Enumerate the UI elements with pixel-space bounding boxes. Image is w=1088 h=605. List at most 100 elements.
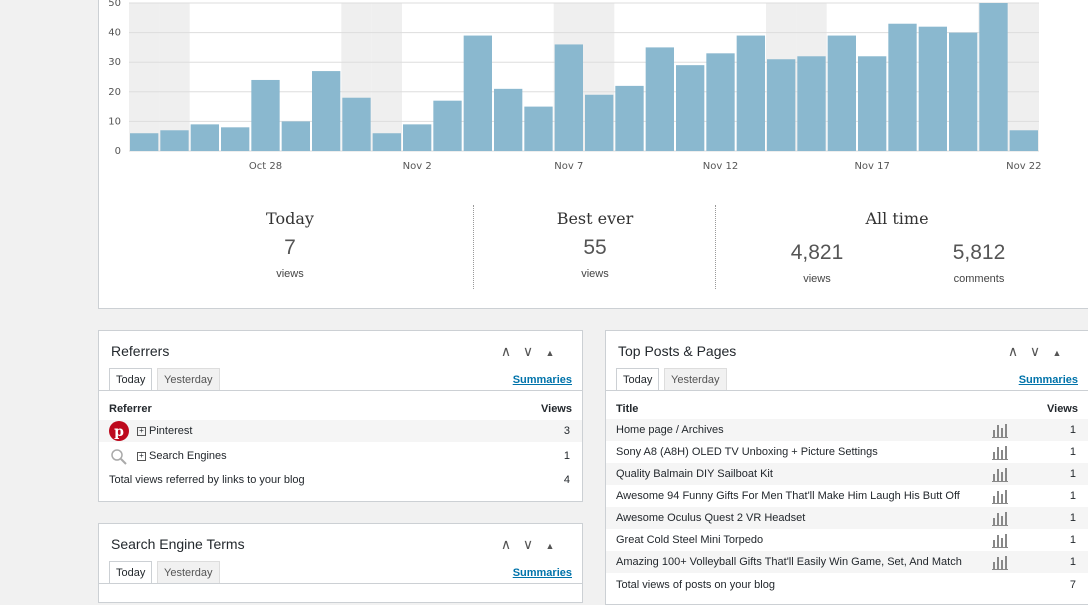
stat-best-unit: views bbox=[581, 268, 609, 280]
table-row[interactable]: Home page / Archives 1 bbox=[606, 419, 1088, 441]
chart-bar bbox=[372, 133, 401, 151]
post-title-link[interactable]: Great Cold Steel Mini Torpedo bbox=[616, 534, 764, 546]
chart-bar bbox=[251, 79, 280, 151]
x-tick-label: Nov 12 bbox=[703, 161, 738, 172]
move-down-icon[interactable]: ∨ bbox=[522, 536, 534, 552]
move-up-icon[interactable]: ∧ bbox=[500, 343, 512, 359]
total-posts-value: 7 bbox=[1069, 579, 1076, 591]
stat-alltime-title: All time bbox=[865, 209, 929, 228]
tab-divider bbox=[99, 583, 582, 584]
x-tick-label: Oct 28 bbox=[249, 161, 282, 172]
tab-yesterday[interactable]: Yesterday bbox=[157, 561, 220, 583]
chart-bar bbox=[221, 127, 250, 151]
bar-chart-icon[interactable] bbox=[992, 532, 1008, 548]
column-header-title: Title bbox=[616, 403, 639, 415]
post-views: 1 bbox=[1069, 512, 1076, 524]
table-row[interactable]: p + Pinterest 3 bbox=[99, 420, 582, 442]
post-views: 1 bbox=[1069, 534, 1076, 546]
chart-bar bbox=[1009, 130, 1038, 151]
chart-bar bbox=[342, 97, 371, 151]
tab-today[interactable]: Today bbox=[109, 561, 153, 583]
stat-alltime-views: 4,821 views bbox=[767, 241, 867, 285]
y-tick-label: 40 bbox=[108, 28, 121, 39]
post-views: 1 bbox=[1069, 446, 1076, 458]
bar-chart-icon[interactable] bbox=[992, 554, 1008, 570]
collapse-toggle-icon[interactable]: ▲ bbox=[1052, 348, 1062, 358]
total-posts-label: Total views of posts on your blog bbox=[616, 579, 775, 591]
stat-today-value: 7 bbox=[284, 236, 296, 259]
table-row[interactable]: Great Cold Steel Mini Torpedo 1 bbox=[606, 529, 1088, 551]
post-title-link[interactable]: Amazing 100+ Volleyball Gifts That'll Ea… bbox=[616, 556, 962, 568]
weekend-band bbox=[1008, 3, 1039, 151]
chart-bar bbox=[918, 26, 947, 151]
bar-chart-icon[interactable] bbox=[992, 488, 1008, 504]
tab-today[interactable]: Today bbox=[109, 368, 153, 390]
tab-yesterday[interactable]: Yesterday bbox=[157, 368, 220, 390]
referrers-title: Referrers bbox=[111, 343, 170, 359]
chart-bar bbox=[615, 85, 644, 151]
collapse-toggle-icon[interactable]: ▲ bbox=[545, 541, 555, 551]
move-down-icon[interactable]: ∨ bbox=[522, 343, 534, 359]
table-row[interactable]: Awesome Oculus Quest 2 VR Headset 1 bbox=[606, 507, 1088, 529]
move-up-icon[interactable]: ∧ bbox=[500, 536, 512, 552]
referrer-label: + Search Engines bbox=[137, 450, 227, 462]
weekend-band bbox=[129, 3, 160, 151]
search-terms-title: Search Engine Terms bbox=[111, 536, 245, 552]
search-terms-controls: ∧ ∨ ▲ bbox=[495, 536, 561, 553]
chart-bar bbox=[130, 133, 159, 151]
column-header-referrer: Referrer bbox=[109, 403, 152, 415]
top-posts-title: Top Posts & Pages bbox=[618, 343, 737, 359]
summaries-link[interactable]: Summaries bbox=[512, 374, 572, 386]
x-tick-label: Nov 22 bbox=[1006, 161, 1041, 172]
bar-chart-icon[interactable] bbox=[992, 444, 1008, 460]
y-tick-label: 10 bbox=[108, 116, 121, 127]
post-title-link[interactable]: Quality Balmain DIY Sailboat Kit bbox=[616, 468, 773, 480]
tab-today[interactable]: Today bbox=[616, 368, 660, 390]
chart-bar bbox=[767, 59, 796, 151]
table-row[interactable]: Awesome 94 Funny Gifts For Men That'll M… bbox=[606, 485, 1088, 507]
chart-bar bbox=[312, 71, 341, 151]
stat-today-title: Today bbox=[266, 209, 314, 228]
tab-yesterday[interactable]: Yesterday bbox=[664, 368, 727, 390]
summaries-link[interactable]: Summaries bbox=[1018, 374, 1078, 386]
referrer-views: 1 bbox=[563, 450, 570, 462]
divider bbox=[473, 205, 474, 289]
x-tick-label: Nov 2 bbox=[403, 161, 432, 172]
expand-icon[interactable]: + bbox=[137, 452, 146, 461]
table-row[interactable]: Quality Balmain DIY Sailboat Kit 1 bbox=[606, 463, 1088, 485]
chart-bar bbox=[190, 124, 219, 151]
divider bbox=[715, 205, 716, 289]
chart-bar bbox=[949, 32, 978, 151]
y-tick-label: 30 bbox=[108, 57, 121, 68]
post-title-link[interactable]: Home page / Archives bbox=[616, 424, 724, 436]
table-row[interactable]: Amazing 100+ Volleyball Gifts That'll Ea… bbox=[606, 551, 1088, 573]
chart-bar bbox=[433, 100, 462, 151]
bar-chart-icon[interactable] bbox=[992, 510, 1008, 526]
pinterest-icon: p bbox=[109, 421, 129, 441]
table-row[interactable]: + Search Engines 1 bbox=[99, 445, 582, 467]
post-title-link[interactable]: Awesome Oculus Quest 2 VR Headset bbox=[616, 512, 806, 524]
chart-bar bbox=[554, 44, 583, 151]
weekend-band bbox=[371, 3, 402, 151]
total-referrers-link[interactable]: Total views referred by links to your bl… bbox=[109, 474, 305, 486]
expand-icon[interactable]: + bbox=[137, 427, 146, 436]
chart-bar bbox=[494, 88, 523, 151]
table-row[interactable]: Sony A8 (A8H) OLED TV Unboxing + Picture… bbox=[606, 441, 1088, 463]
stat-today: Today 7 views bbox=[239, 209, 341, 280]
chart-bar bbox=[585, 94, 614, 151]
collapse-toggle-icon[interactable]: ▲ bbox=[545, 348, 555, 358]
bar-chart-icon[interactable] bbox=[992, 466, 1008, 482]
post-title-link[interactable]: Sony A8 (A8H) OLED TV Unboxing + Picture… bbox=[616, 446, 878, 458]
summaries-link[interactable]: Summaries bbox=[512, 567, 572, 579]
move-down-icon[interactable]: ∨ bbox=[1029, 343, 1041, 359]
move-up-icon[interactable]: ∧ bbox=[1007, 343, 1019, 359]
post-title-link[interactable]: Awesome 94 Funny Gifts For Men That'll M… bbox=[616, 490, 960, 502]
chart-bar bbox=[160, 130, 189, 151]
x-tick-label: Nov 17 bbox=[854, 161, 889, 172]
y-tick-label: 50 bbox=[108, 0, 121, 9]
chart-bar bbox=[888, 23, 917, 151]
weekend-band bbox=[159, 3, 190, 151]
views-bar-chart: 0 10 20 30 40 50 Oct 28 Nov 2 Nov 7 Nov 12 Nov 17 N… bbox=[108, 0, 1041, 172]
bar-chart-icon[interactable] bbox=[992, 422, 1008, 438]
top-posts-panel: Top Posts & Pages ∧ ∨ ▲ Today Yesterday Su… bbox=[605, 330, 1088, 605]
